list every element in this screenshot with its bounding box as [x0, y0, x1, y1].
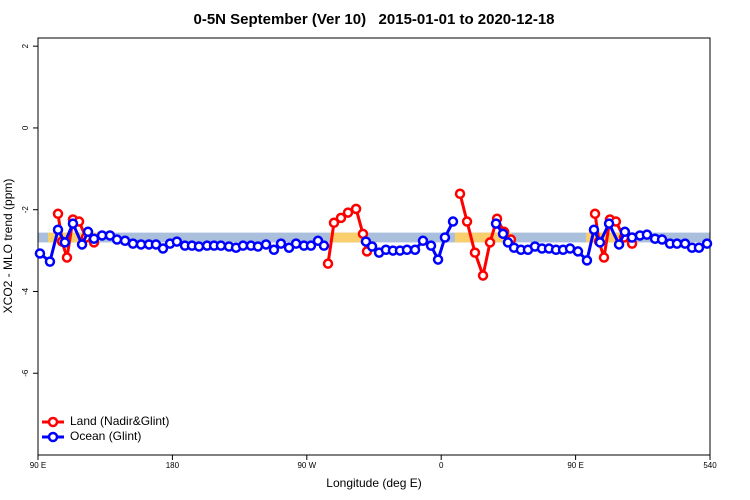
x-tick-label: 90 E	[30, 461, 46, 470]
y-axis-label: XCO2 - MLO trend (ppm)	[1, 179, 15, 314]
point	[268, 244, 280, 256]
point	[409, 244, 421, 256]
point	[322, 258, 334, 269]
band-segment	[454, 232, 512, 243]
point	[425, 240, 437, 251]
point	[127, 238, 139, 249]
point	[589, 208, 601, 220]
legend-marker	[47, 431, 59, 443]
point	[502, 237, 514, 248]
band	[38, 232, 710, 243]
point	[275, 238, 287, 249]
point	[497, 228, 509, 240]
point	[469, 247, 481, 258]
point	[594, 237, 606, 248]
point	[193, 241, 205, 252]
chart-title: 0-5N September (Ver 10) 2015-01-01 to 20…	[193, 11, 554, 28]
point	[572, 246, 584, 257]
point	[417, 235, 429, 247]
point	[34, 248, 46, 259]
point	[88, 233, 100, 244]
point	[641, 229, 653, 240]
point	[350, 203, 362, 215]
y-tick-label: 0	[21, 125, 30, 130]
point	[335, 212, 347, 224]
point	[52, 208, 64, 220]
point	[82, 226, 94, 238]
point	[366, 241, 378, 252]
point	[157, 243, 169, 254]
point	[260, 239, 272, 250]
point	[598, 252, 610, 263]
point	[432, 254, 444, 265]
point	[461, 216, 473, 227]
point	[656, 234, 668, 245]
x-tick-label: 180	[166, 461, 180, 470]
point	[342, 207, 354, 218]
x-tick-label: 0	[439, 461, 444, 470]
point	[484, 237, 496, 248]
y-tick-label: -4	[21, 287, 30, 295]
band-segment	[329, 232, 369, 243]
point	[490, 218, 502, 229]
point	[305, 240, 317, 251]
point	[61, 252, 73, 263]
point	[439, 232, 451, 243]
point	[454, 188, 466, 200]
y-tick-label: -2	[21, 206, 30, 214]
point	[52, 224, 64, 235]
point	[701, 238, 713, 249]
point	[67, 218, 79, 229]
point	[603, 218, 615, 229]
point	[44, 256, 56, 267]
legend-label: Ocean (Glint)	[70, 429, 141, 443]
band-segment	[586, 232, 637, 243]
point	[581, 255, 593, 266]
point	[76, 239, 88, 250]
x-tick-label: 90 E	[567, 461, 583, 470]
x-tick-label: 540	[703, 461, 717, 470]
point	[401, 244, 413, 256]
point	[477, 270, 489, 281]
point	[693, 242, 705, 253]
legend-label: Land (Nadir&Glint)	[70, 414, 169, 428]
point	[252, 241, 264, 252]
point	[619, 226, 631, 238]
point	[171, 236, 183, 247]
y-tick-label: -6	[21, 369, 30, 377]
band-segment	[48, 232, 100, 243]
point	[215, 240, 227, 251]
legend-marker	[47, 416, 59, 428]
point	[671, 238, 683, 249]
y-tick-label: 2	[21, 43, 30, 48]
point	[59, 237, 71, 248]
point	[111, 234, 123, 245]
point	[447, 216, 459, 227]
point	[328, 217, 340, 229]
point	[318, 240, 330, 251]
point	[613, 239, 625, 250]
x-tick-label: 90 W	[297, 461, 316, 470]
point	[588, 224, 600, 235]
x-axis-label: Longitude (deg E)	[326, 476, 421, 490]
